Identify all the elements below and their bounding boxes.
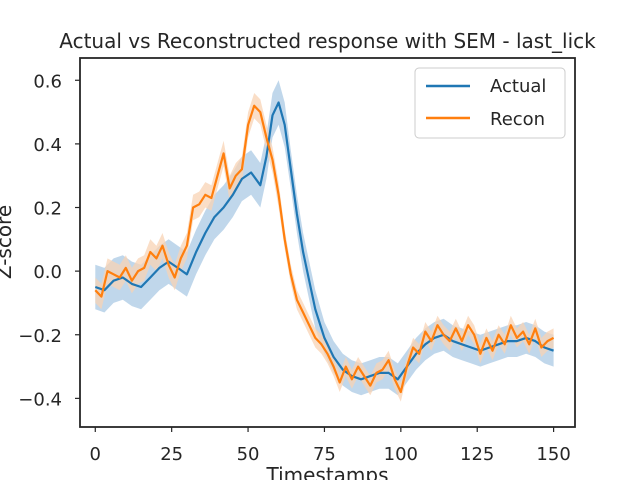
sem-bands bbox=[95, 80, 554, 402]
sem-band-recon bbox=[95, 93, 554, 402]
x-tick-label: 100 bbox=[384, 444, 418, 465]
x-axis-ticks: 0 25 50 75 100 125 150 bbox=[90, 427, 571, 465]
x-tick-label: 50 bbox=[237, 444, 260, 465]
x-tick-label: 150 bbox=[536, 444, 570, 465]
series-line-actual bbox=[94, 101, 554, 381]
x-tick-label: 25 bbox=[160, 444, 183, 465]
y-axis-ticks: −0.4 −0.2 0.0 0.2 0.4 0.6 bbox=[18, 71, 80, 410]
legend: Actual Recon bbox=[414, 67, 566, 139]
y-tick-label: 0.4 bbox=[33, 135, 62, 156]
sem-band-actual bbox=[95, 80, 554, 396]
series-line-recon bbox=[94, 104, 555, 394]
y-tick-label: 0.6 bbox=[33, 71, 62, 92]
y-tick-label: −0.2 bbox=[18, 326, 62, 347]
x-tick-label: 0 bbox=[90, 444, 101, 465]
legend-label-recon: Recon bbox=[490, 109, 545, 130]
y-tick-label: −0.4 bbox=[18, 389, 62, 410]
series-lines bbox=[94, 101, 555, 394]
x-axis-label: Timestamps bbox=[265, 463, 388, 480]
y-axis-label: Z-score bbox=[0, 205, 16, 279]
x-tick-label: 75 bbox=[313, 444, 336, 465]
plot-frame bbox=[79, 57, 576, 428]
x-tick-label: 125 bbox=[460, 444, 494, 465]
legend-label-actual: Actual bbox=[490, 76, 546, 97]
y-tick-label: 0.2 bbox=[33, 199, 62, 220]
chart-title: Actual vs Reconstructed response with SE… bbox=[59, 29, 596, 53]
y-tick-label: 0.0 bbox=[33, 262, 62, 283]
